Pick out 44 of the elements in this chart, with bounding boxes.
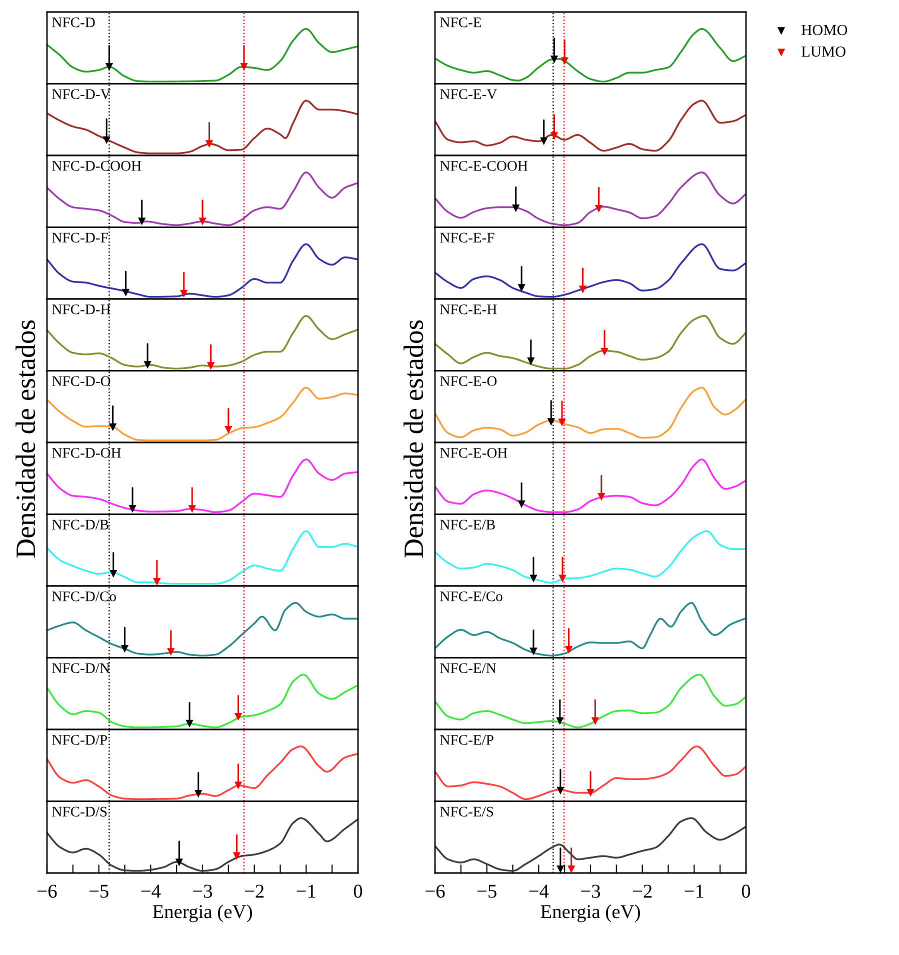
- x-tick-label: 0: [742, 884, 750, 898]
- y-axis-title: Densidade de estados: [404, 320, 424, 558]
- chart-title: NFC-D/P: [52, 734, 107, 745]
- chart-title: NFC-E-OH: [440, 448, 508, 458]
- chart-title: NFC-E: [440, 17, 482, 28]
- chart-title: NFC-D-OH: [52, 448, 121, 458]
- chart-title: NFC-D-F: [52, 232, 108, 243]
- x-axis-title: Energia (eV): [540, 904, 640, 922]
- x-tick-label: −6: [426, 884, 445, 898]
- x-tick-label: −1: [296, 884, 316, 898]
- chart-title: NFC-E/N: [440, 663, 496, 674]
- x-tick-label: −3: [581, 884, 600, 898]
- x-axis-title: Energia (eV): [152, 904, 252, 922]
- x-tick-label: −4: [141, 884, 161, 898]
- chart-title: NFC-D: [52, 17, 95, 28]
- y-axis-title: Densidade de estados: [16, 320, 36, 558]
- x-tick-label: −5: [477, 884, 496, 898]
- chart-title: NFC-E-H: [440, 304, 497, 314]
- chart-title: NFC-D/Co: [52, 591, 116, 602]
- chart-title: NFC-E/P: [440, 734, 494, 745]
- chart-title: NFC-D/S: [52, 806, 107, 817]
- chart-title: NFC-E/B: [440, 520, 495, 530]
- x-tick-label: 0: [354, 884, 362, 898]
- legend-label: HOMO: [802, 24, 848, 36]
- chart-title: NFC-E/S: [440, 806, 494, 817]
- chart-title: NFC-D-V: [52, 89, 111, 100]
- chart-title: NFC-D-O: [52, 376, 110, 386]
- chart-title: NFC-D/N: [52, 663, 110, 674]
- chart-title: NFC-D/B: [52, 520, 108, 530]
- x-tick-label: −1: [684, 884, 704, 898]
- chart-title: NFC-D-COOH: [52, 160, 142, 171]
- chart-title: NFC-E/Co: [440, 591, 502, 602]
- chart-title: NFC-E-F: [440, 232, 494, 243]
- x-tick-label: −2: [244, 884, 264, 898]
- x-tick-label: −3: [193, 884, 212, 898]
- x-tick-label: −6: [38, 884, 57, 898]
- x-tick-label: −2: [632, 884, 652, 898]
- chart-title: NFC-E-V: [440, 89, 498, 100]
- x-tick-label: −5: [89, 884, 108, 898]
- chart-title: NFC-D-H: [52, 304, 110, 314]
- legend-label: LUMO: [802, 46, 846, 57]
- chart-title: NFC-E-COOH: [440, 160, 528, 171]
- chart-title: NFC-E-O: [440, 376, 497, 386]
- x-tick-label: −4: [529, 884, 549, 898]
